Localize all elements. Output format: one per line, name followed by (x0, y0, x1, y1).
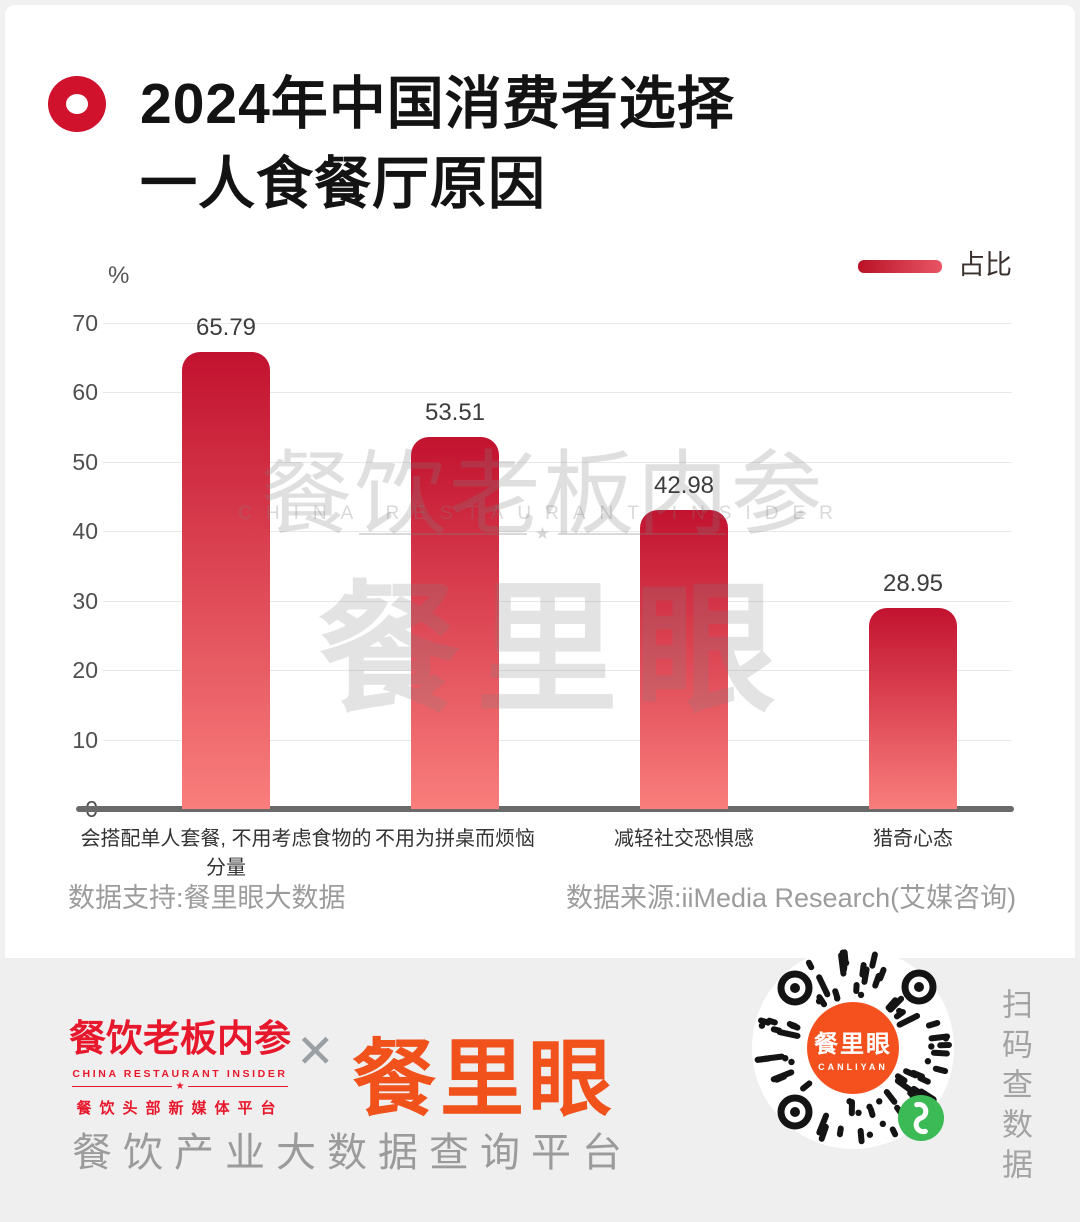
y-tick-label: 30 (72, 588, 98, 614)
brand-neican-name: 餐饮老板内参 (69, 1018, 291, 1059)
chart-title: 2024年中国消费者选择 一人食餐厅原因 (140, 64, 735, 224)
bar-value-label: 42.98 (653, 472, 715, 499)
bar-value-label: 53.51 (424, 399, 486, 426)
y-tick-label: 70 (72, 310, 98, 336)
brand-divider-line-left (72, 1085, 172, 1088)
brand-neican-divider: ★ (68, 1081, 292, 1092)
qr-center-brand: 餐里眼 (814, 1031, 892, 1058)
title-bullet-ring-icon (48, 76, 106, 132)
bar-value-label: 65.79 (195, 314, 257, 341)
bar-value-label: 28.95 (882, 570, 944, 597)
gridline (103, 740, 1012, 741)
brand-logo-canliyan: 餐里眼 (352, 1032, 617, 1126)
gridline (103, 323, 1012, 324)
y-axis-unit-label: % (108, 262, 130, 289)
bar (182, 352, 270, 809)
platform-tagline: 餐饮产业大数据查询平台 (72, 1131, 633, 1175)
data-support-text: 数据支持:餐里眼大数据 (68, 883, 346, 913)
legend-swatch (858, 260, 942, 273)
brand-neican-tagline: 餐饮头部新媒体平台 (76, 1100, 284, 1117)
bar (411, 437, 499, 809)
x-axis-line (76, 806, 1014, 812)
gridline (103, 462, 1012, 463)
category-label: 会搭配单人套餐, 不用考虑食物的分量 (80, 828, 372, 879)
data-source-text: 数据来源:iiMedia Research(艾媒咨询) (566, 883, 1017, 913)
brand-neican-subtitle: CHINA RESTAURANT INSIDER (72, 1068, 288, 1080)
brand-divider-line-right (188, 1085, 288, 1088)
qr-center-logo: 餐里眼 CANLIYAN (807, 1002, 899, 1094)
gridline (103, 670, 1012, 671)
legend: 占比 (858, 243, 1012, 282)
category-label: 减轻社交恐惧感 (614, 828, 754, 850)
qr-code: 餐里眼 CANLIYAN (752, 947, 954, 1149)
bar (640, 510, 728, 809)
y-tick-label: 40 (72, 518, 98, 544)
y-tick-label: 60 (72, 379, 98, 405)
y-tick-label: 20 (72, 657, 98, 683)
category-label: 猎奇心态 (873, 828, 953, 850)
gridline (103, 392, 1012, 393)
qr-pattern-icon (754, 949, 952, 1145)
qr-center-brand-latin: CANLIYAN (818, 1062, 888, 1072)
brand-star-icon: ★ (175, 1081, 185, 1092)
brand-logo-neican: 餐饮老板内参 CHINA RESTAURANT INSIDER ★ 餐饮头部新媒… (68, 1008, 292, 1118)
scan-code-text: 扫码查数据 (997, 988, 1032, 1188)
miniprogram-icon (898, 1095, 944, 1141)
chart-title-line2: 一人食餐厅原因 (140, 152, 546, 216)
gridline (103, 531, 1012, 532)
cross-separator-icon: ✕ (296, 1025, 335, 1077)
legend-label: 占比 (958, 250, 1012, 280)
y-tick-label: 10 (72, 727, 98, 753)
category-label: 不用为拼桌而烦恼 (375, 828, 535, 850)
bar (869, 608, 957, 809)
y-tick-label: 50 (72, 449, 98, 475)
gridline (103, 601, 1012, 602)
chart-title-line1: 2024年中国消费者选择 (140, 72, 735, 136)
